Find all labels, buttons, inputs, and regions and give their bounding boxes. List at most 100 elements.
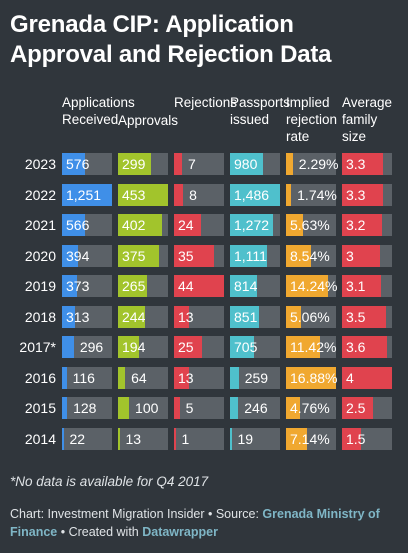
bar (62, 336, 74, 358)
bar (286, 183, 292, 206)
bar (342, 427, 361, 450)
bar (62, 214, 85, 236)
bar-track: 5.06% (286, 305, 336, 328)
bar-track: 705 (230, 336, 280, 358)
data-label: 3.2 (346, 217, 366, 233)
data-label: 3 (346, 247, 354, 264)
data-label: 1,111 (234, 247, 267, 264)
data-label: 375 (122, 247, 146, 264)
bar (286, 214, 303, 236)
bar (174, 275, 224, 297)
bar (286, 366, 336, 389)
data-label: 3.1 (346, 278, 366, 294)
data-label: 128 (73, 400, 97, 416)
bar-track: 4.76% (286, 397, 336, 419)
bar-track: 259 (230, 366, 280, 389)
data-label: 13 (178, 308, 194, 325)
bar-track: 24 (174, 214, 224, 236)
bar (230, 214, 273, 236)
bar (342, 305, 386, 328)
bar (118, 366, 126, 389)
header-passports: Passports issued (230, 95, 291, 127)
bar (342, 336, 387, 358)
bar-track: 25 (174, 336, 224, 358)
data-label: 194 (122, 339, 146, 355)
bar-track: 980 (230, 153, 280, 175)
bar-track: 4 (342, 366, 392, 389)
year-label: 2021 (24, 217, 56, 233)
data-label: 3.5 (346, 308, 366, 325)
data-label: 1,272 (234, 217, 270, 233)
bar (118, 275, 148, 297)
data-label: 8.54% (290, 247, 330, 264)
bar (230, 366, 239, 389)
bar (174, 397, 180, 419)
bar (230, 336, 254, 358)
data-label: 4.76% (290, 400, 330, 416)
bar (286, 275, 329, 297)
footer-credit: Chart: Investment Migration Insider • So… (10, 507, 263, 521)
bar (342, 275, 381, 297)
data-label: 14.24% (290, 278, 338, 294)
bar (174, 244, 214, 267)
bar (118, 397, 130, 419)
data-label: 5.06% (290, 308, 330, 325)
data-label: 265 (122, 278, 146, 294)
datawrapper-link[interactable]: Datawrapper (142, 525, 218, 539)
data-label: 16.88% (290, 369, 338, 386)
bar-track: 375 (118, 244, 168, 267)
bar (174, 183, 184, 206)
data-label: 814 (234, 278, 258, 294)
data-label: 1.74% (297, 186, 337, 203)
bar (286, 244, 312, 267)
data-label: 576 (66, 156, 90, 172)
bar (118, 336, 140, 358)
bar-track: 44 (174, 275, 224, 297)
data-label: 8 (189, 186, 197, 203)
data-label: 394 (66, 247, 90, 264)
bar-track: 1 (174, 427, 224, 450)
bar (62, 427, 64, 450)
bar-track: 14.24% (286, 275, 338, 297)
data-label: 5 (185, 400, 194, 416)
chart-footer: Chart: Investment Migration Insider • So… (10, 505, 400, 541)
data-label: 4 (346, 369, 354, 386)
bar (118, 153, 151, 175)
chart-title: Grenada CIP: Application Approval and Re… (10, 11, 332, 68)
bar-track: 576 (62, 153, 112, 175)
data-label: 1.5 (346, 430, 366, 447)
bar (62, 366, 67, 389)
year-label: 2016 (24, 369, 56, 386)
bar-track: 3.3 (342, 153, 392, 175)
bar-track: 566 (62, 214, 112, 236)
data-label: 259 (244, 369, 269, 386)
data-label: 453 (122, 186, 146, 203)
bar (174, 214, 202, 236)
bar-track: 244 (118, 305, 168, 328)
header-applications: Applications Received (62, 95, 135, 127)
bar (174, 153, 182, 175)
data-label: 3.6 (346, 339, 366, 355)
data-label: 3.3 (346, 186, 366, 203)
bar (174, 366, 189, 389)
bar-track: 64 (118, 366, 168, 389)
bar (118, 244, 160, 267)
data-label: 851 (234, 308, 258, 325)
data-label: 373 (66, 278, 90, 294)
bar-track: 3.3 (342, 183, 392, 206)
bar-track: 3.2 (342, 214, 392, 236)
source-link[interactable]: Grenada Ministry of Finance (10, 507, 380, 539)
bar-track: 116 (62, 366, 112, 389)
bar-track: 3.1 (342, 275, 392, 297)
data-label: 402 (122, 217, 146, 233)
header-rejections: Rejections (174, 95, 238, 110)
bar (286, 427, 308, 450)
bar-track: 265 (118, 275, 168, 297)
bar-track: 8 (174, 183, 224, 206)
bar (286, 397, 301, 419)
year-label: 2017* (19, 339, 56, 355)
data-label: 24 (178, 217, 194, 233)
bar-track: 8.54% (286, 244, 336, 267)
bar (62, 397, 68, 419)
bar (118, 214, 163, 236)
